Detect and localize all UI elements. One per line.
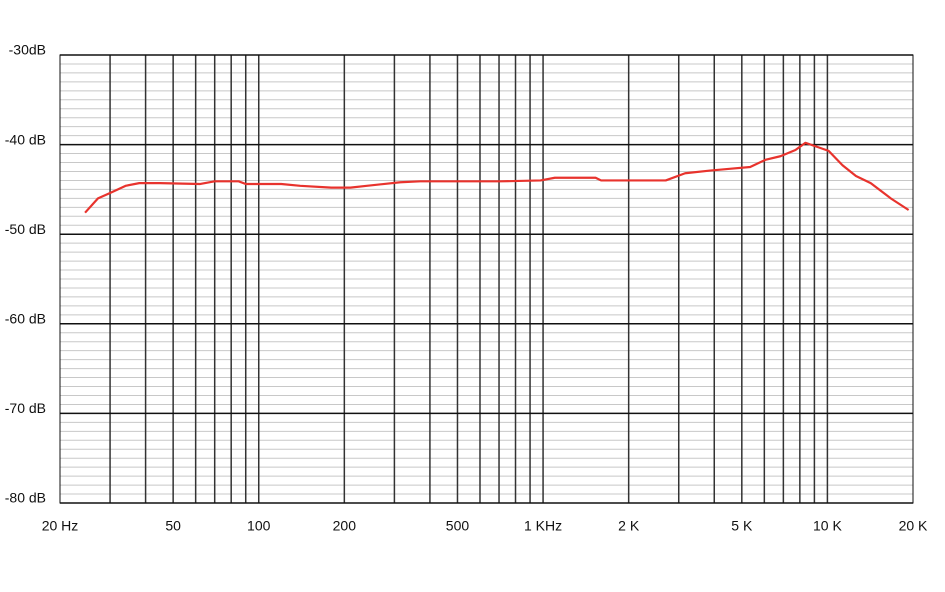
x-tick-label: 5 K	[731, 518, 753, 534]
plot-border	[59, 54, 914, 504]
y-tick-label: -30dB	[9, 42, 46, 58]
x-tick-label: 200	[333, 518, 357, 534]
x-tick-label: 50	[165, 518, 181, 534]
x-tick-label: 500	[446, 518, 470, 534]
y-tick-label: -60 dB	[5, 311, 46, 327]
x-tick-label: 1 KHz	[524, 518, 562, 534]
y-tick-label: -50 dB	[5, 221, 46, 237]
y-tick-label: -70 dB	[5, 400, 46, 416]
y-tick-label: -80 dB	[5, 490, 46, 506]
response-curve	[84, 141, 910, 214]
x-tick-label: 100	[247, 518, 271, 534]
x-tick-label: 20 K	[899, 518, 928, 534]
y-tick-label: -40 dB	[5, 131, 46, 147]
x-tick-label: 2 K	[618, 518, 640, 534]
x-tick-label: 10 K	[813, 518, 842, 534]
x-tick-label: 20 Hz	[42, 518, 79, 534]
